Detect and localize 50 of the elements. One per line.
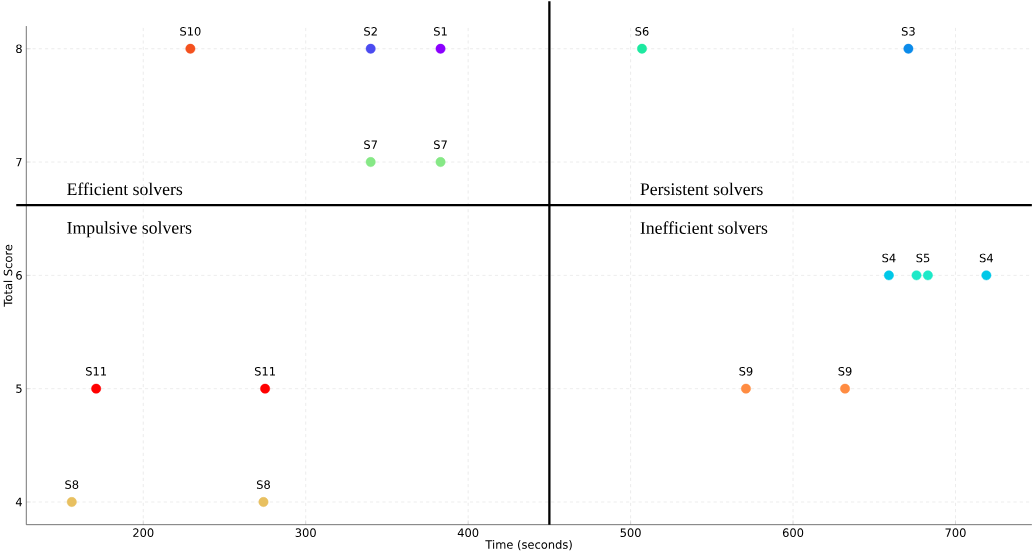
x-axis-title: Time (seconds) <box>485 540 572 551</box>
annotation: Impulsive solvers <box>67 221 192 238</box>
point <box>435 157 446 168</box>
point <box>435 43 446 54</box>
y-tick-label: 4 <box>15 497 22 507</box>
annotation: S7 <box>364 140 377 150</box>
point <box>903 43 914 54</box>
y-tick-label: 6 <box>16 271 22 280</box>
annotation: S8 <box>256 480 270 490</box>
annotation: S2 <box>364 27 377 36</box>
point <box>981 270 992 281</box>
annotation: S6 <box>635 27 649 36</box>
annotation: S11 <box>85 367 107 376</box>
x-tick-label: 500 <box>620 528 641 538</box>
annotation: S9 <box>739 367 753 376</box>
point <box>91 383 102 394</box>
annotation: Persistent solvers <box>640 182 763 196</box>
point <box>185 43 196 54</box>
point <box>260 383 270 394</box>
x-tick-label: 600 <box>782 528 804 538</box>
y-tick-label: 5 <box>16 384 22 394</box>
annotation: S4 <box>979 253 994 263</box>
x-tick-label: 200 <box>133 528 154 538</box>
annotation: S9 <box>838 367 852 376</box>
annotation: S7 <box>434 140 447 150</box>
point <box>637 43 647 54</box>
x-tick-label: 700 <box>945 528 966 538</box>
point <box>365 43 376 54</box>
point <box>922 270 933 281</box>
y-tick-label: 7 <box>16 158 22 167</box>
y-axis-title: Total Score <box>3 244 13 307</box>
annotation: S3 <box>901 27 915 36</box>
point <box>365 157 376 168</box>
annotation: S11 <box>254 367 275 376</box>
point <box>840 383 850 394</box>
annotation: S5 <box>916 253 930 263</box>
annotation: Efficient solvers <box>67 182 183 196</box>
point <box>66 497 77 508</box>
point <box>884 270 894 281</box>
annotation: Inefficient solvers <box>640 221 768 235</box>
annotation: S10 <box>180 27 201 36</box>
annotation: S1 <box>434 27 447 36</box>
x-tick-label: 300 <box>295 528 316 538</box>
y-tick-label: 8 <box>16 44 22 54</box>
point <box>911 270 922 281</box>
point <box>741 383 751 394</box>
x-tick-label: 400 <box>457 528 479 538</box>
point <box>258 497 269 508</box>
annotation: S4 <box>882 253 896 263</box>
annotation: S8 <box>65 480 79 490</box>
